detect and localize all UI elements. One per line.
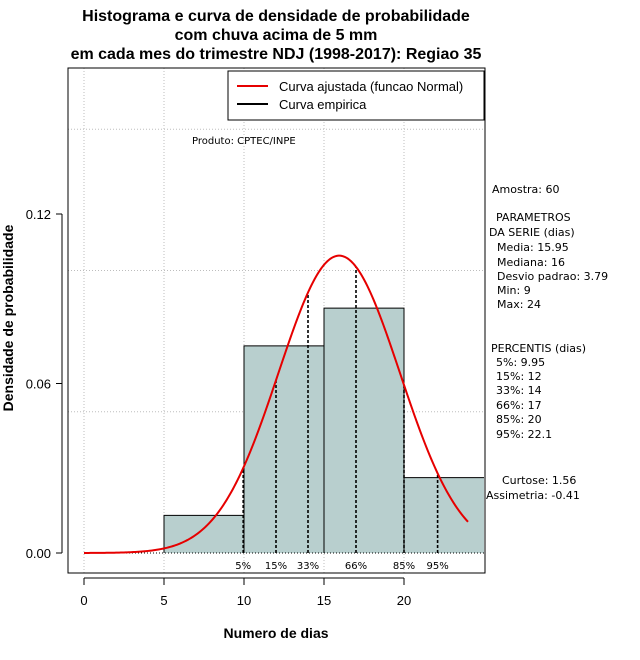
percentile-label: 66% [345, 561, 367, 572]
x-tick-label: 0 [80, 593, 87, 608]
chart-title-line-2: com chuva acima de 5 mm [175, 27, 378, 44]
params-subtitle: DA SERIE (dias) [489, 226, 575, 239]
percentil-15: 15%: 12 [496, 370, 542, 383]
percentile-label: 85% [393, 561, 415, 572]
param-mean: Media: 15.95 [497, 241, 569, 254]
x-tick-label: 20 [397, 593, 411, 608]
percentis-title: PERCENTIS (dias) [491, 342, 586, 355]
legend-box [227, 70, 485, 121]
params-title: PARAMETROS [496, 211, 571, 224]
x-tick-label: 5 [160, 593, 167, 608]
y-tick-label: 0.00 [26, 546, 51, 561]
x-axis-label: Numero de dias [223, 625, 328, 641]
param-median: Mediana: 16 [497, 256, 565, 269]
percentil-66: 66%: 17 [496, 399, 542, 412]
stats-panel: Amostra: 60 PARAMETROS DA SERIE (dias) M… [486, 183, 608, 502]
legend-label-empirical: Curva empirica [279, 97, 367, 112]
x-tick-label: 15 [317, 593, 331, 608]
product-label: Produto: CPTEC/INPE [192, 136, 296, 147]
histogram-bar [244, 345, 324, 553]
histogram-bars [164, 308, 484, 553]
percentile-label: 15% [265, 561, 287, 572]
legend-label-normal: Curva ajustada (funcao Normal) [279, 79, 463, 94]
percentile-label: 95% [426, 561, 448, 572]
legend: Curva ajustada (funcao Normal) Curva emp… [227, 70, 485, 121]
percentile-label: 33% [297, 561, 319, 572]
param-min: Min: 9 [497, 284, 531, 297]
histogram-bar [164, 515, 244, 553]
skewness: Assimetria: -0.41 [486, 489, 580, 502]
percentil-95: 95%: 22.1 [496, 428, 552, 441]
percentile-label: 5% [235, 561, 251, 572]
percentil-85: 85%: 20 [496, 413, 542, 426]
histogram-bar [404, 477, 484, 553]
percentil-33: 33%: 14 [496, 384, 542, 397]
sample-size: Amostra: 60 [492, 183, 559, 196]
param-sd: Desvio padrao: 3.79 [497, 270, 608, 283]
param-max: Max: 24 [497, 298, 541, 311]
y-tick-label: 0.06 [26, 377, 51, 392]
normal-fit-curve [83, 254, 469, 554]
x-tick-label: 10 [237, 593, 251, 608]
percentile-lines: 5% 15% 33% 66% 85% 95% [235, 266, 449, 572]
kurtosis: Curtose: 1.56 [502, 474, 576, 487]
y-axis-label: Densidade de probabilidade [0, 224, 16, 411]
y-tick-label: 0.12 [26, 207, 51, 222]
plot-frame [67, 67, 486, 574]
chart-title-line-1: Histograma e curva de densidade de proba… [82, 8, 470, 25]
percentil-5: 5%: 9.95 [496, 356, 545, 369]
chart-title-line-3: em cada mes do trimestre NDJ (1998-2017)… [71, 46, 482, 63]
axes: 0 5 10 15 20 0.00 0.06 0.12 [26, 207, 412, 608]
histogram-bar [324, 308, 404, 553]
